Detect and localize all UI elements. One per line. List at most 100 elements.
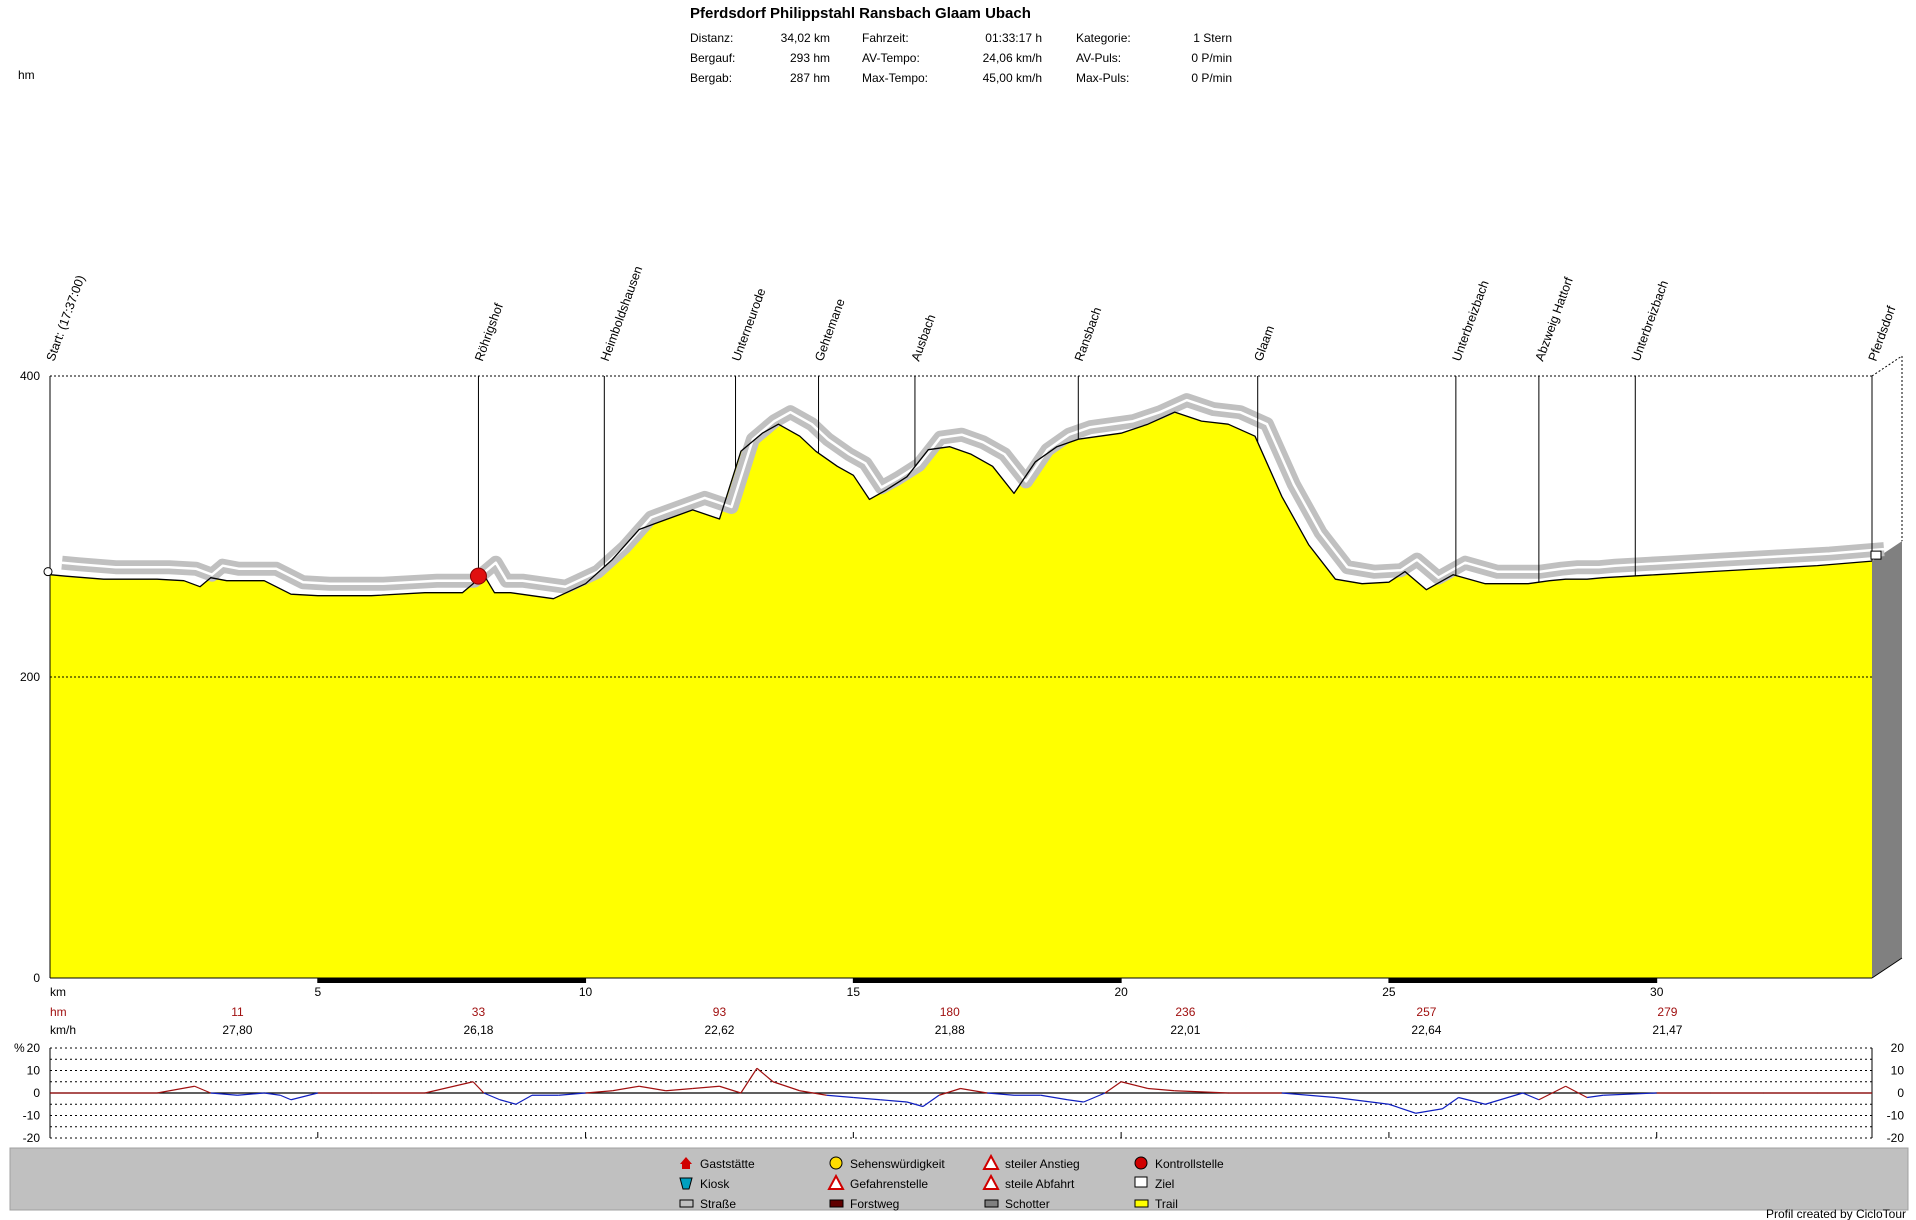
gradient-segment — [1067, 1099, 1084, 1103]
stop-sign-icon — [1134, 1156, 1148, 1170]
gradient-segment — [756, 1067, 774, 1083]
gradient-segment — [1104, 1081, 1122, 1094]
legend: Gaststätte Sehenswürdigkeit steiler Anstie… — [9, 1147, 1909, 1211]
stat-cell: 01:33:17 h — [985, 31, 1042, 45]
steep-descent-icon — [982, 1173, 1000, 1190]
gradient-segment — [1174, 1090, 1229, 1094]
gradient-segment — [853, 1096, 881, 1101]
stat-cell: Fahrzeit: — [862, 31, 909, 45]
gradient-tick-right: 0 — [1897, 1086, 1904, 1100]
gradient-segment — [558, 1092, 586, 1096]
gradient-segment — [826, 1094, 854, 1099]
y-tick-label: 200 — [20, 670, 40, 684]
x-tick-label: 10 — [579, 985, 593, 999]
gradient-segment — [1083, 1092, 1106, 1103]
finish-flag-icon — [1134, 1176, 1148, 1188]
segment-hm: 279 — [1657, 1005, 1677, 1019]
legend-label: Sehenswürdigkeit — [850, 1157, 945, 1171]
gradient-tick-right: -10 — [1887, 1109, 1905, 1123]
segment-kmh: 21,47 — [1652, 1023, 1682, 1037]
segment-hm: 93 — [713, 1005, 727, 1019]
gradient-segment — [157, 1085, 195, 1094]
stat-cell: 0 P/min — [1191, 51, 1232, 65]
waypoint-label: Unterbreizbach — [1629, 279, 1671, 363]
waypoint-label: Start: (17:37:00) — [44, 273, 88, 363]
legend-label: Ziel — [1155, 1177, 1174, 1191]
stat-cell: 24,06 km/h — [983, 51, 1042, 65]
gradient-segment — [1147, 1087, 1175, 1092]
gravel-swatch — [984, 1199, 999, 1208]
x-tick-label: 25 — [1382, 985, 1396, 999]
gradient-segment — [1538, 1085, 1566, 1101]
y-axis-label: hm — [18, 68, 35, 82]
waypoint-label: Röhrigshof — [472, 301, 506, 363]
gradient-segment — [740, 1067, 758, 1094]
segment-rows: hm km/h 11 27,80 33 26,18 93 22,62 180 21,88 236 22… — [50, 1005, 1683, 1037]
gradient-segment — [1415, 1108, 1443, 1114]
gradient-tick-left: 10 — [27, 1064, 41, 1078]
legend-label: Kiosk — [700, 1177, 730, 1191]
finish-flag-icon — [1870, 550, 1882, 560]
stat-cell: Kategorie: — [1076, 31, 1131, 45]
x-axis: km 5 10 15 20 25 30 — [50, 978, 1664, 999]
gradient-segment — [280, 1094, 292, 1101]
gradient-segment — [499, 1099, 517, 1105]
waypoint-label: Pferdsdorf — [1866, 304, 1899, 363]
segment-kmh: 22,01 — [1170, 1023, 1200, 1037]
gradient-segment — [906, 1101, 924, 1108]
gradient-segment — [987, 1092, 1015, 1096]
gradient-segment — [1120, 1081, 1149, 1090]
x-tick-label: 30 — [1650, 985, 1664, 999]
y-tick-label: 0 — [33, 971, 40, 985]
smiley-icon — [829, 1156, 843, 1170]
gradient-segment — [1603, 1092, 1657, 1096]
legend-label: steiler Anstieg — [1005, 1157, 1080, 1171]
gradient-unit-label: % — [14, 1041, 25, 1055]
credit-text: Profil created by CicloTour — [1766, 1207, 1906, 1220]
gradient-segment — [639, 1085, 667, 1092]
gradient-segment — [665, 1087, 693, 1092]
waypoint-label: Ransbach — [1072, 305, 1104, 363]
gradient-segment — [1335, 1096, 1389, 1105]
stats-table: Distanz: 34,02 km Fahrzeit: 01:33:17 h Kateg… — [690, 31, 1232, 85]
segment-kmh: 22,62 — [704, 1023, 734, 1037]
gradient-tick-left: 0 — [33, 1086, 40, 1100]
elevation-area — [50, 412, 1872, 979]
stat-cell: AV-Tempo: — [862, 51, 920, 65]
kmh-row-label: km/h — [50, 1023, 76, 1037]
x-axis-label: km — [50, 985, 66, 999]
gradient-segment — [922, 1094, 940, 1107]
stat-cell: 45,00 km/h — [983, 71, 1042, 85]
legend-label: Straße — [700, 1197, 736, 1211]
trail-swatch — [1134, 1199, 1149, 1208]
stat-cell: Max-Puls: — [1076, 71, 1129, 85]
elevation-plot: Start: (17:37:00) Röhrigshof Heimboldshaus… — [20, 264, 1903, 999]
waypoint-label: Glaam — [1251, 324, 1277, 363]
elevation-line — [49, 411, 1873, 600]
gradient-segment — [210, 1092, 238, 1096]
legend-label: Trail — [1155, 1197, 1178, 1211]
gradient-segment — [585, 1090, 613, 1094]
legend-label: steile Abfahrt — [1005, 1177, 1075, 1191]
chart-title: Pferdsdorf Philippstahl Ransbach Glaam U… — [690, 5, 1031, 22]
gradient-segment — [1388, 1103, 1416, 1114]
legend-label: Kontrollstelle — [1155, 1157, 1224, 1171]
gradient-segment — [472, 1081, 485, 1094]
stat-cell: Max-Tempo: — [862, 71, 928, 85]
waypoint-label: Heimboldshausen — [598, 264, 645, 363]
gradient-tick-left: -20 — [23, 1131, 41, 1145]
segment-hm: 33 — [472, 1005, 486, 1019]
gradient-segment — [1485, 1092, 1523, 1105]
stat-cell: Bergauf: — [690, 51, 735, 65]
x-tick-label: 20 — [1114, 985, 1128, 999]
gradient-segment — [1040, 1094, 1068, 1101]
legend-label: Schotter — [1005, 1197, 1050, 1211]
gradient-segment — [424, 1081, 474, 1094]
gradient-segment — [1281, 1092, 1336, 1099]
y-tick-label: 400 — [20, 369, 40, 383]
gradient-tick-right: -20 — [1887, 1131, 1905, 1145]
km-bar — [317, 978, 586, 983]
segment-hm: 180 — [940, 1005, 960, 1019]
